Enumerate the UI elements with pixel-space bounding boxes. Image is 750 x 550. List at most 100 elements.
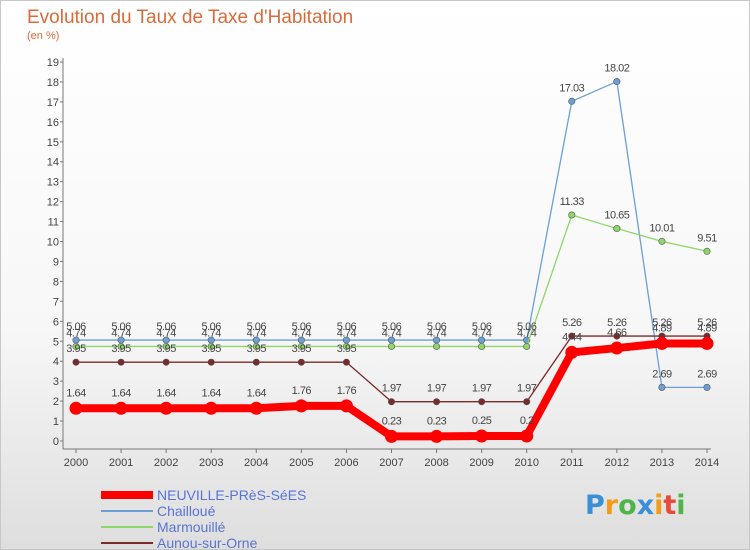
data-point xyxy=(430,429,444,443)
data-label: 1.97 xyxy=(382,383,402,395)
data-label: 5.06 xyxy=(202,321,222,333)
data-label: 3.95 xyxy=(247,343,267,355)
y-tick-label: 4 xyxy=(53,356,59,368)
data-label: 5.26 xyxy=(697,317,717,329)
x-tick-label: 2001 xyxy=(109,457,133,469)
legend-item: Chailloué xyxy=(101,503,306,519)
y-tick-label: 19 xyxy=(47,57,59,69)
x-tick-label: 2003 xyxy=(199,457,223,469)
data-point xyxy=(252,342,260,350)
x-tick-label: 2009 xyxy=(469,457,493,469)
y-tick-label: 18 xyxy=(47,77,59,89)
logo-letter: t xyxy=(663,490,677,521)
y-tick-label: 17 xyxy=(47,97,59,109)
data-point xyxy=(385,429,398,443)
logo-letter: r xyxy=(604,490,619,521)
data-point xyxy=(207,358,215,366)
data-point xyxy=(162,358,170,366)
data-point xyxy=(568,332,576,340)
y-tick-label: 8 xyxy=(53,276,59,288)
y-tick-label: 15 xyxy=(47,137,59,149)
data-label: 1.64 xyxy=(156,387,176,399)
y-tick-label: 3 xyxy=(53,376,59,388)
data-label: 10.01 xyxy=(649,222,674,234)
data-point xyxy=(523,342,531,350)
data-label: 1.64 xyxy=(202,387,222,399)
legend-swatch xyxy=(101,526,153,528)
data-label: 2.69 xyxy=(652,368,672,380)
data-point xyxy=(249,401,263,415)
data-label: 10.65 xyxy=(604,210,629,222)
data-label: 1.76 xyxy=(292,385,312,397)
x-tick-label: 2012 xyxy=(605,457,629,469)
data-label: 5.06 xyxy=(66,321,86,333)
proxiti-logo: Proxiti xyxy=(585,490,686,521)
data-point xyxy=(339,399,353,413)
chart-subtitle: (en %) xyxy=(27,30,60,42)
data-point xyxy=(433,398,441,406)
data-label: 4.44 xyxy=(562,331,582,343)
data-label: 5.06 xyxy=(111,321,131,333)
data-point xyxy=(655,336,669,350)
data-label: 5.26 xyxy=(607,317,627,329)
data-label: 3.95 xyxy=(156,343,176,355)
data-point xyxy=(520,429,534,443)
data-label: 4.89 xyxy=(652,322,672,334)
legend-swatch xyxy=(101,542,153,544)
data-label: 17.03 xyxy=(559,82,584,94)
data-point xyxy=(568,211,576,219)
data-point xyxy=(703,247,711,255)
legend-item: NEUVILLE-PRèS-SéES xyxy=(101,487,306,503)
data-point xyxy=(207,342,215,350)
y-tick-label: 11 xyxy=(48,217,59,229)
data-label: 4.66 xyxy=(607,327,627,339)
data-point xyxy=(568,97,576,105)
y-tick-label: 14 xyxy=(47,157,59,169)
logo-letter: i xyxy=(676,490,686,521)
data-label: 5.06 xyxy=(247,321,267,333)
x-tick-label: 2005 xyxy=(289,457,313,469)
data-label: 0.23 xyxy=(427,415,447,427)
x-tick-label: 2014 xyxy=(695,457,719,469)
data-point xyxy=(610,341,624,355)
x-tick-label: 2006 xyxy=(334,457,358,469)
data-label: 1.97 xyxy=(472,383,492,395)
data-label: 11.33 xyxy=(560,196,585,208)
data-label: 5.06 xyxy=(427,321,447,333)
y-tick-label: 0 xyxy=(53,436,59,448)
data-point xyxy=(613,332,621,340)
data-point xyxy=(72,342,80,350)
data-point xyxy=(478,342,486,350)
data-point xyxy=(72,358,80,366)
data-point xyxy=(478,398,486,406)
data-label: 4.74 xyxy=(427,327,447,339)
data-point xyxy=(613,78,621,86)
data-point xyxy=(117,342,125,350)
y-tick-label: 9 xyxy=(53,256,59,268)
data-label: 1.97 xyxy=(427,383,447,395)
legend-label: Chailloué xyxy=(157,503,216,519)
data-point xyxy=(159,401,173,415)
data-label: 5.06 xyxy=(156,321,176,333)
data-point xyxy=(69,401,83,415)
data-label: 3.95 xyxy=(292,343,312,355)
x-tick-label: 2011 xyxy=(560,457,584,469)
data-label: 0.25 xyxy=(472,415,492,427)
data-label: 4.89 xyxy=(697,322,717,334)
data-label: 5.06 xyxy=(382,321,402,333)
y-tick-label: 16 xyxy=(47,117,59,129)
logo-letter: i xyxy=(654,490,664,521)
data-label: 4.74 xyxy=(517,327,537,339)
data-label: 3.95 xyxy=(337,343,357,355)
data-point xyxy=(565,345,579,359)
data-label: 3.95 xyxy=(66,343,86,355)
y-tick-label: 5 xyxy=(53,336,59,348)
data-point xyxy=(523,398,531,406)
data-label: 1.64 xyxy=(111,387,131,399)
data-point xyxy=(114,401,128,415)
logo-letter: o xyxy=(618,490,637,521)
chart-title: Evolution du Taux de Taxe d'Habitation xyxy=(27,7,354,28)
data-label: 5.06 xyxy=(472,321,492,333)
